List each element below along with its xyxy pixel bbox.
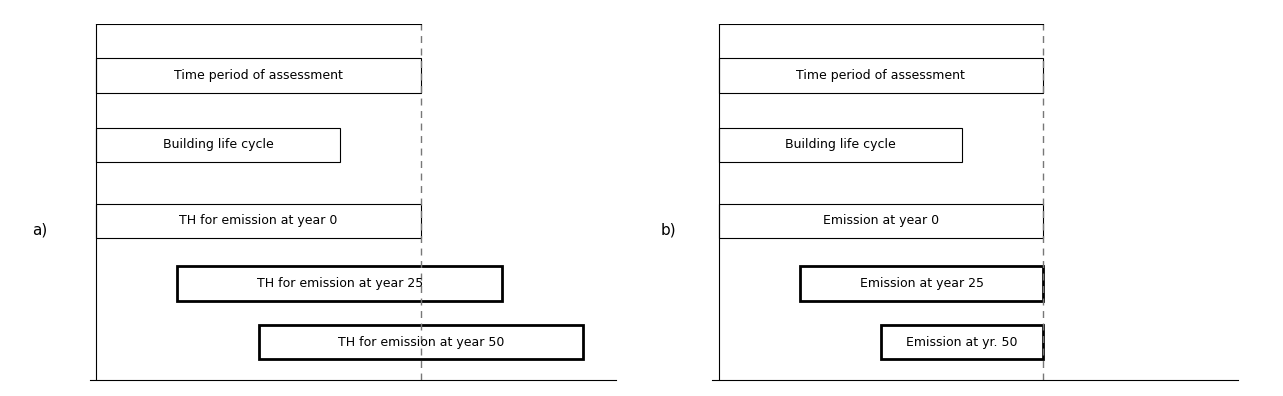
Text: TH for emission at year 0: TH for emission at year 0 xyxy=(180,215,337,227)
Bar xyxy=(96,128,340,162)
Bar xyxy=(718,204,1043,238)
Bar xyxy=(718,128,962,162)
Text: Emission at year 25: Emission at year 25 xyxy=(860,277,984,290)
Bar xyxy=(177,266,502,301)
Text: Emission at yr. 50: Emission at yr. 50 xyxy=(906,335,1017,348)
Text: Building life cycle: Building life cycle xyxy=(163,138,273,151)
Bar xyxy=(96,204,421,238)
Text: Time period of assessment: Time period of assessment xyxy=(797,69,965,82)
Bar xyxy=(799,266,1043,301)
Text: a): a) xyxy=(32,222,47,237)
Text: Building life cycle: Building life cycle xyxy=(785,138,896,151)
Text: b): b) xyxy=(661,222,676,237)
Text: TH for emission at year 25: TH for emission at year 25 xyxy=(257,277,423,290)
Bar xyxy=(259,325,584,360)
Text: Time period of assessment: Time period of assessment xyxy=(174,69,343,82)
Bar xyxy=(718,58,1043,93)
Text: Emission at year 0: Emission at year 0 xyxy=(822,215,939,227)
Text: TH for emission at year 50: TH for emission at year 50 xyxy=(337,335,504,348)
Bar xyxy=(96,58,421,93)
Bar xyxy=(881,325,1043,360)
